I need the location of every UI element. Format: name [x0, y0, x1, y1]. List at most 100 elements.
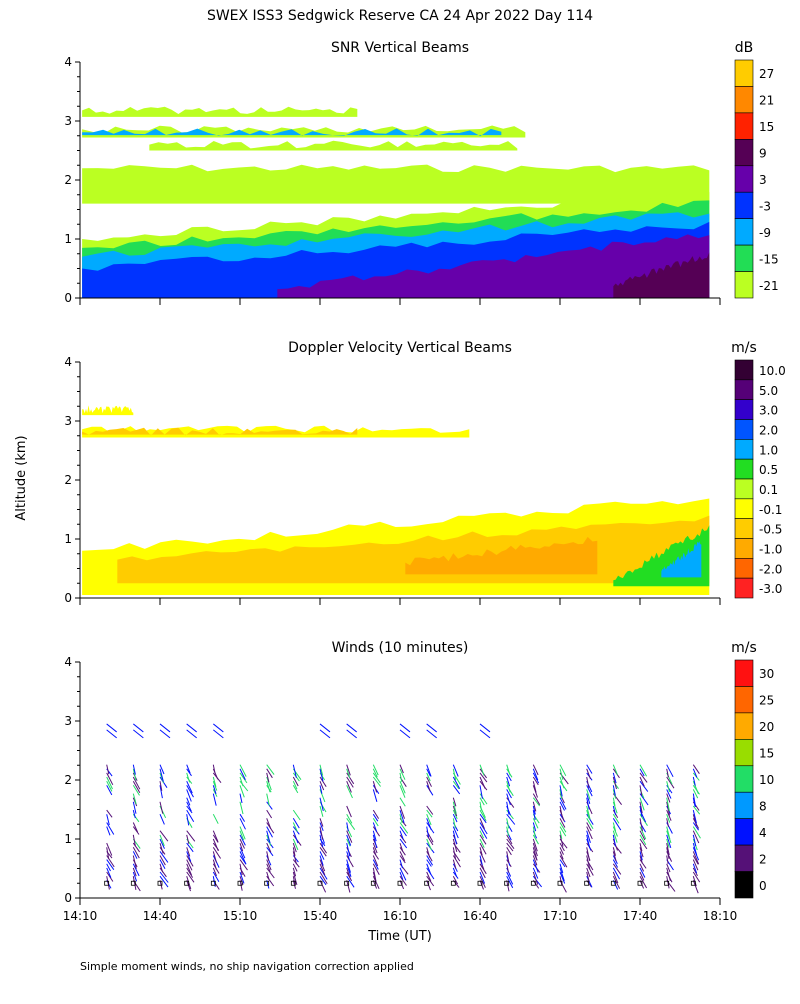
wind-barb	[452, 809, 458, 820]
wind-barb	[692, 830, 700, 844]
wind-barb	[212, 830, 219, 842]
wind-barb	[186, 768, 192, 777]
data-layer-group	[82, 405, 710, 596]
colorbar-swatch	[734, 739, 754, 767]
wind-barb	[586, 818, 594, 830]
wind-barb	[479, 772, 488, 783]
colorbar-label: -0.5	[759, 523, 782, 537]
colorbar-label: 15	[759, 120, 774, 134]
wind-barb	[586, 768, 591, 780]
wind-barb	[266, 781, 271, 793]
wind-barb	[399, 814, 403, 824]
wind-barb	[612, 867, 621, 880]
low-speed-marker	[530, 880, 536, 886]
wind-barb	[346, 818, 356, 830]
wind-barb	[212, 764, 216, 773]
wind-barb	[319, 818, 324, 827]
y-tick-label: 1	[64, 832, 72, 846]
colorbar-label: -21	[759, 279, 779, 293]
wind-barb	[159, 871, 169, 883]
wind-barb	[239, 813, 246, 822]
wind-barb	[346, 776, 354, 788]
colorbar-label: 0.1	[759, 483, 778, 497]
wind-barb	[426, 859, 432, 867]
wind-barb-upper	[346, 723, 357, 733]
wind-barb	[132, 797, 138, 807]
wind-barb	[372, 851, 380, 860]
page-title: SWEX ISS3 Sedgwick Reserve CA 24 Apr 202…	[207, 8, 593, 24]
x-tick-label: 17:10	[543, 909, 578, 923]
wind-barb	[639, 859, 647, 869]
low-speed-marker	[504, 880, 510, 886]
wind-barb	[159, 855, 166, 866]
colorbar-swatch	[734, 218, 754, 246]
wind-barb	[559, 834, 564, 847]
panel-title: SNR Vertical Beams	[331, 40, 469, 56]
wind-barb	[159, 875, 169, 888]
wind-barb	[186, 830, 196, 842]
wind-barb	[106, 822, 115, 835]
wind-barb	[319, 785, 323, 794]
wind-barb	[666, 797, 670, 812]
wind-barb-upper	[159, 723, 171, 733]
wind-barb	[532, 859, 539, 873]
low-speed-marker	[424, 880, 430, 886]
y-tick-label: 0	[64, 291, 72, 305]
wind-barb	[372, 859, 379, 870]
wind-barb	[506, 818, 510, 829]
wind-barb	[399, 822, 409, 834]
colorbar-label: 15	[759, 747, 774, 761]
wind-barb-upper	[133, 723, 144, 733]
wind-barb	[639, 875, 648, 889]
wind-barb	[132, 780, 141, 794]
wind-barb	[132, 855, 137, 869]
wind-barb	[292, 818, 300, 829]
wind-barb	[639, 842, 643, 852]
wind-barb-upper	[213, 729, 224, 739]
wind-barb	[426, 847, 431, 858]
wind-barb	[212, 867, 217, 876]
wind-barb	[506, 781, 511, 793]
wind-barb	[559, 818, 566, 828]
wind-barb	[266, 880, 270, 889]
wind-barb	[559, 867, 565, 882]
wind-barb	[612, 859, 619, 868]
colorbar-swatch	[734, 478, 754, 500]
wind-barb	[186, 801, 192, 812]
wind-barb	[586, 863, 594, 876]
colorbar-label: 1.0	[759, 443, 778, 457]
wind-barb	[612, 822, 617, 832]
wind-barb	[399, 871, 404, 880]
wind-barb	[372, 764, 379, 776]
wind-barb	[266, 768, 273, 779]
colorbar-label: 25	[759, 694, 774, 708]
wind-barb	[692, 842, 698, 856]
wind-barb	[212, 871, 220, 882]
wind-barb	[186, 797, 191, 806]
wind-barb	[239, 785, 245, 798]
wind-barb	[159, 863, 164, 873]
wind-barb	[319, 764, 324, 776]
wind-barb	[239, 863, 243, 876]
wind-barb	[559, 776, 565, 789]
wind-barb	[372, 768, 378, 778]
wind-barb	[692, 764, 700, 774]
wind-barb	[586, 826, 593, 840]
wind-barb	[266, 859, 272, 871]
wind-barb	[239, 830, 245, 841]
wind-barb	[452, 818, 456, 829]
data-layer	[277, 234, 710, 298]
wind-barb	[239, 780, 249, 792]
low-speed-marker	[397, 880, 403, 886]
low-speed-marker	[210, 880, 216, 886]
wind-barb	[186, 851, 192, 862]
wind-barb	[292, 764, 297, 778]
colorbar-swatch	[734, 399, 754, 420]
low-speed-marker	[664, 880, 670, 886]
y-tick-label: 0	[64, 591, 72, 605]
colorbar-label: -15	[759, 252, 779, 266]
wind-barb	[292, 780, 298, 790]
wind-barb	[399, 875, 407, 886]
wind-barb	[586, 875, 593, 888]
wind-barb	[319, 880, 327, 893]
